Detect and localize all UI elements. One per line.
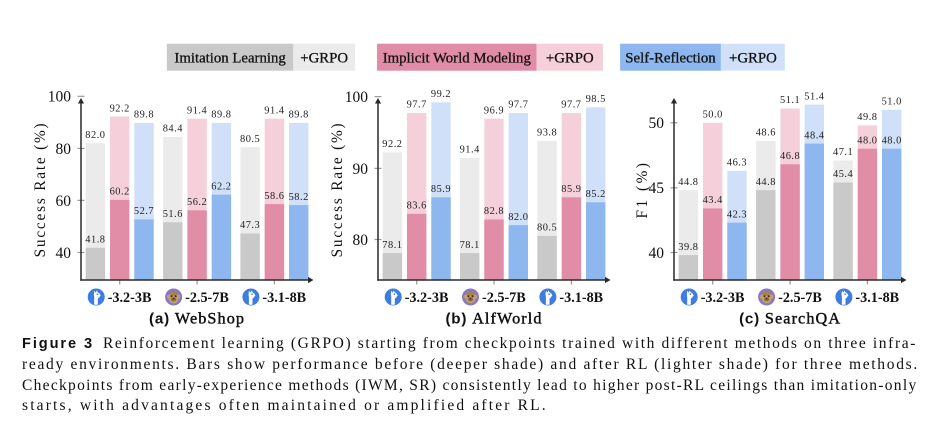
svg-text:48.0: 48.0 <box>857 135 877 146</box>
svg-text:85.9: 85.9 <box>561 184 581 195</box>
svg-text:48.6: 48.6 <box>756 128 776 139</box>
svg-text:82.0: 82.0 <box>85 130 105 141</box>
svg-text:91.4: 91.4 <box>264 105 284 116</box>
svg-text:(b) AlfWorld: (b) AlfWorld <box>445 310 542 328</box>
svg-text:-3.1-8B: -3.1-8B <box>262 290 306 306</box>
svg-text:56.2: 56.2 <box>187 197 207 208</box>
svg-text:39.8: 39.8 <box>678 242 698 253</box>
svg-text:47.3: 47.3 <box>240 220 260 231</box>
svg-text:F1 (%): F1 (%) <box>634 161 651 219</box>
svg-text:92.2: 92.2 <box>382 139 402 150</box>
svg-text:(a) WebShop: (a) WebShop <box>149 310 245 328</box>
svg-text:44.8: 44.8 <box>678 177 698 188</box>
svg-text:92.2: 92.2 <box>110 103 130 114</box>
svg-text:78.1: 78.1 <box>382 240 402 251</box>
svg-text:60: 60 <box>56 193 72 210</box>
svg-text:78.1: 78.1 <box>460 240 480 251</box>
svg-text:89.8: 89.8 <box>211 110 231 121</box>
svg-text:Self-Reflection: Self-Reflection <box>625 50 716 66</box>
svg-text:48.4: 48.4 <box>804 130 824 141</box>
svg-text:85.2: 85.2 <box>586 189 606 200</box>
svg-text:(c) SearchQA: (c) SearchQA <box>739 310 841 328</box>
svg-text:60.2: 60.2 <box>110 187 130 198</box>
svg-text:44.8: 44.8 <box>756 177 776 188</box>
svg-text:52.7: 52.7 <box>134 206 154 217</box>
svg-text:83.6: 83.6 <box>407 201 427 212</box>
svg-text:42.3: 42.3 <box>727 209 747 220</box>
svg-text:97.7: 97.7 <box>508 100 528 111</box>
svg-text:85.9: 85.9 <box>431 184 451 195</box>
svg-text:+GRPO: +GRPO <box>546 50 594 66</box>
svg-text:51.0: 51.0 <box>882 97 902 108</box>
svg-text:-3.2-3B: -3.2-3B <box>701 290 745 306</box>
svg-text:97.7: 97.7 <box>561 100 581 111</box>
svg-text:43.4: 43.4 <box>703 195 723 206</box>
svg-text:97.7: 97.7 <box>407 100 427 111</box>
svg-text:50.0: 50.0 <box>703 110 723 121</box>
svg-text:+GRPO: +GRPO <box>300 50 348 66</box>
svg-text:80.5: 80.5 <box>240 134 260 145</box>
svg-text:98.5: 98.5 <box>586 94 606 105</box>
svg-text:+GRPO: +GRPO <box>729 50 777 66</box>
svg-text:89.8: 89.8 <box>134 110 154 121</box>
svg-text:99.2: 99.2 <box>431 89 451 100</box>
svg-text:Success Rate (%): Success Rate (%) <box>329 122 346 258</box>
svg-text:45.4: 45.4 <box>833 169 853 180</box>
svg-text:82.8: 82.8 <box>484 206 504 217</box>
svg-text:46.3: 46.3 <box>727 158 747 169</box>
svg-text:49.8: 49.8 <box>857 112 877 123</box>
svg-text:40: 40 <box>56 245 72 262</box>
svg-text:50: 50 <box>649 115 665 132</box>
svg-text:Imitation Learning: Imitation Learning <box>174 50 286 66</box>
svg-text:48.0: 48.0 <box>882 135 902 146</box>
svg-text:58.2: 58.2 <box>289 192 309 203</box>
svg-text:89.8: 89.8 <box>289 110 309 121</box>
svg-text:93.8: 93.8 <box>537 128 557 139</box>
svg-text:51.1: 51.1 <box>780 95 800 106</box>
svg-text:100: 100 <box>345 89 369 106</box>
svg-text:45: 45 <box>649 180 665 197</box>
svg-text:80: 80 <box>353 232 369 249</box>
svg-text:96.9: 96.9 <box>484 105 504 116</box>
svg-text:58.6: 58.6 <box>264 191 284 202</box>
svg-text:91.4: 91.4 <box>460 145 480 156</box>
svg-text:-2.5-7B: -2.5-7B <box>778 290 822 306</box>
svg-text:Success Rate (%): Success Rate (%) <box>32 122 49 258</box>
svg-text:-3.2-3B: -3.2-3B <box>405 290 449 306</box>
svg-text:82.0: 82.0 <box>508 212 528 223</box>
svg-text:80.5: 80.5 <box>537 223 557 234</box>
svg-text:Implicit World Modeling: Implicit World Modeling <box>383 50 532 66</box>
svg-text:62.2: 62.2 <box>211 181 231 192</box>
svg-text:-2.5-7B: -2.5-7B <box>185 290 229 306</box>
svg-text:40: 40 <box>649 245 665 262</box>
svg-text:91.4: 91.4 <box>187 105 207 116</box>
svg-text:47.1: 47.1 <box>833 147 853 158</box>
svg-text:-2.5-7B: -2.5-7B <box>482 290 526 306</box>
svg-text:51.4: 51.4 <box>804 91 824 102</box>
svg-text:80: 80 <box>56 141 72 158</box>
svg-text:84.4: 84.4 <box>163 124 183 135</box>
svg-text:-3.1-8B: -3.1-8B <box>559 290 603 306</box>
svg-text:41.8: 41.8 <box>85 235 105 246</box>
svg-text:51.6: 51.6 <box>163 209 183 220</box>
svg-text:90: 90 <box>353 161 369 178</box>
svg-text:46.8: 46.8 <box>780 151 800 162</box>
svg-text:-3.2-3B: -3.2-3B <box>108 290 152 306</box>
svg-text:-3.1-8B: -3.1-8B <box>855 290 899 306</box>
svg-text:100: 100 <box>48 89 72 106</box>
